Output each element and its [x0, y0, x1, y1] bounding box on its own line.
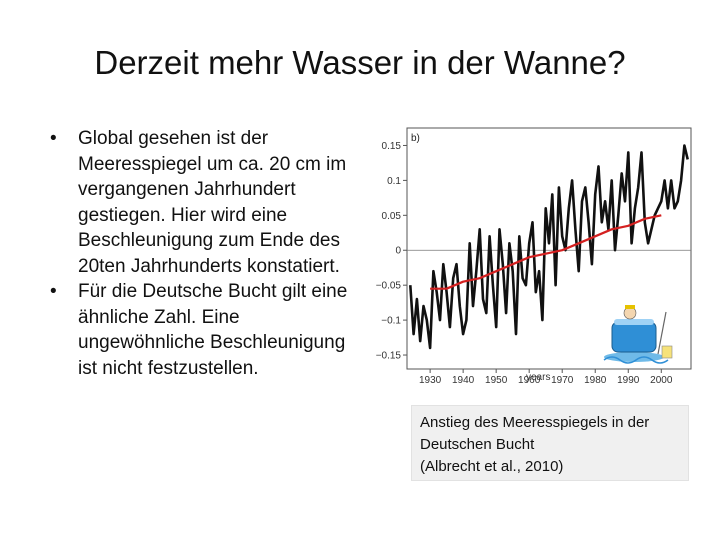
sea-level-chart: b) 0.15 0.1 0.05 0 −0.05 −0.1 −0.15 1930 1940 19…	[360, 122, 700, 384]
y-tick-label: 0.05	[382, 211, 402, 222]
x-tick-label: 1940	[452, 375, 475, 384]
x-tick-label: 1950	[485, 375, 508, 384]
series-layer	[409, 144, 689, 350]
caption-line-3: (Albrecht et al., 2010)	[420, 458, 564, 475]
bullet-symbol: •	[50, 281, 57, 302]
bullet-item-2: • Für die Deutsche Bucht gilt eine ähnli…	[44, 279, 364, 381]
x-tick-label: 1980	[584, 375, 607, 384]
caption-line-1: Anstieg des Meeresspiegels in der	[420, 414, 650, 431]
y-tick-label: −0.05	[376, 281, 402, 292]
x-tick-label: 1990	[617, 375, 640, 384]
series-line-annual	[409, 144, 689, 350]
y-tick-label: 0.1	[387, 176, 401, 187]
x-axis: 1930 1940 1950 1960 1970 1980 1990 2000	[419, 369, 673, 384]
bullet-item-1: • Global gesehen ist der Meeresspiegel u…	[44, 126, 364, 279]
panel-label: b)	[411, 133, 420, 144]
x-tick-label: 1970	[551, 375, 574, 384]
bullet-text-1: Global gesehen ist der Meeresspiegel um …	[78, 128, 347, 277]
x-axis-title: years	[526, 372, 550, 383]
x-tick-label: 2000	[650, 375, 673, 384]
y-tick-label: 0.15	[382, 141, 402, 152]
y-axis: 0.15 0.1 0.05 0 −0.05 −0.1 −0.15	[376, 141, 407, 362]
x-tick-label: 1960	[518, 375, 541, 384]
caption-line-2: Deutschen Bucht	[420, 436, 535, 453]
bullet-list: • Global gesehen ist der Meeresspiegel u…	[44, 126, 364, 381]
y-tick-label: −0.15	[376, 351, 402, 362]
y-tick-label: −0.1	[381, 316, 401, 327]
bullet-text-2: Für die Deutsche Bucht gilt eine ähnlich…	[78, 281, 348, 379]
series-line-trend	[430, 214, 662, 290]
y-tick-label: 0	[395, 246, 401, 257]
bullet-symbol: •	[50, 128, 57, 149]
slide-title: Derzeit mehr Wasser in der Wanne?	[94, 44, 626, 81]
figure-caption: Anstieg des Meeresspiegels in der Deutsc…	[411, 405, 689, 481]
chart-svg: b) 0.150.10.050−0.05−0.1−0.15 1930 1940 19…	[376, 127, 692, 384]
x-tick-label: 1930	[419, 375, 442, 384]
bathtub-cartoon-icon	[603, 305, 673, 364]
